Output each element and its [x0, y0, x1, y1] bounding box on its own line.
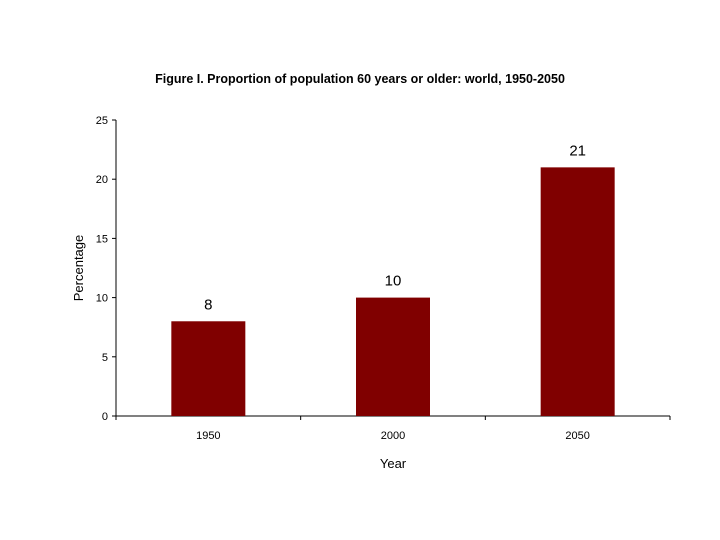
- x-tick-label: 2000: [381, 430, 405, 442]
- y-axis-title: Percentage: [71, 235, 86, 302]
- y-tick-label: 10: [96, 293, 108, 305]
- bar: [171, 321, 246, 416]
- y-axis: 0 5 10 15 20 25: [96, 115, 117, 423]
- y-tick-label: 20: [96, 174, 108, 186]
- x-axis-title: Year: [380, 456, 407, 471]
- data-label: 10: [385, 273, 402, 290]
- y-tick-label: 15: [96, 233, 108, 245]
- y-tick-label: 25: [96, 115, 108, 127]
- x-tick-label: 1950: [196, 430, 220, 442]
- bars: [171, 167, 615, 416]
- y-tick-label: 5: [102, 352, 108, 364]
- data-labels: 8 10 21: [204, 142, 586, 313]
- y-tick-label: 0: [102, 411, 108, 423]
- x-axis: 1950 2000 2050: [115, 415, 671, 442]
- bar: [356, 297, 430, 416]
- data-label: 21: [569, 142, 586, 159]
- chart-title: Figure I. Proportion of population 60 ye…: [155, 72, 565, 86]
- x-tick-label: 2050: [565, 430, 589, 442]
- bar: [540, 167, 615, 416]
- data-label: 8: [204, 296, 212, 313]
